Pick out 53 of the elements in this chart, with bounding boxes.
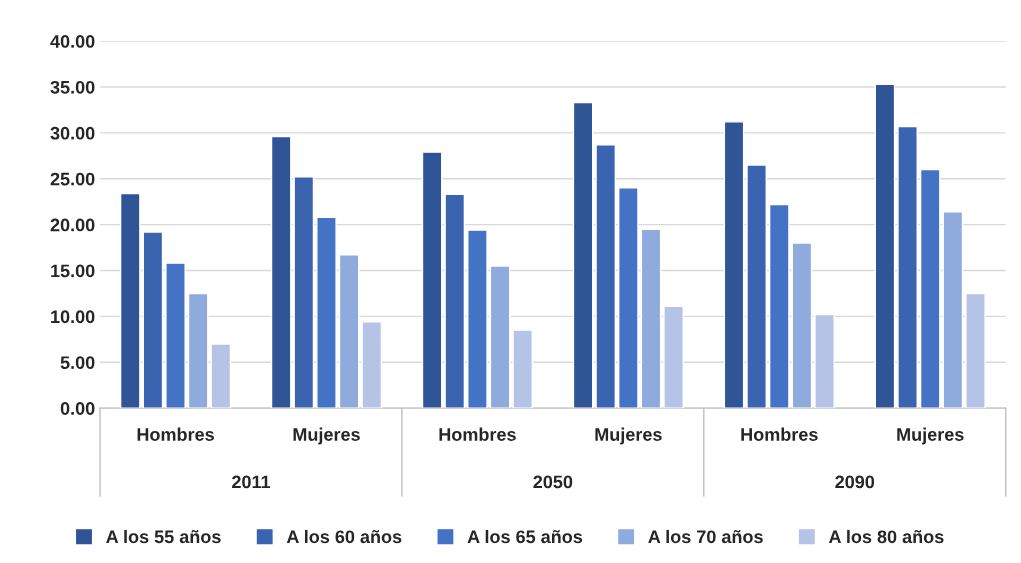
bar <box>444 193 466 409</box>
bar <box>595 144 617 409</box>
bar <box>165 262 186 409</box>
bar <box>142 231 164 409</box>
x-tick-label: Hombres <box>439 427 516 441</box>
text: 2050 <box>533 475 573 489</box>
legend-label: A los 60 años <box>286 529 402 544</box>
x-tick-label: Mujeres <box>595 427 662 445</box>
bar <box>316 216 337 409</box>
bar <box>618 187 639 409</box>
bar <box>663 305 684 409</box>
x-tick-label: Hombres <box>741 427 818 441</box>
legend-label: A los 55 años <box>106 529 221 544</box>
bar <box>489 265 511 409</box>
y-tick-label: 35.00 <box>50 80 95 94</box>
legend-label: A los 70 años <box>648 529 763 544</box>
legend-label: A los 80 años <box>828 529 944 544</box>
bar <box>467 229 488 409</box>
bar <box>338 254 360 409</box>
y-tick-label: 20.00 <box>50 218 95 232</box>
x-tick-label: Mujeres <box>293 427 360 445</box>
text: 2090 <box>835 475 875 489</box>
bar <box>640 228 662 409</box>
y-tick-label: 40.00 <box>50 35 95 48</box>
bar <box>361 321 383 409</box>
bar <box>897 125 918 409</box>
bar <box>942 211 964 409</box>
legend-label: A los 65 años <box>467 529 583 544</box>
bar <box>965 292 986 409</box>
text: 2011 <box>232 475 271 489</box>
bar <box>119 192 141 409</box>
bar <box>293 176 315 409</box>
bar <box>512 329 534 409</box>
y-tick-label: 25.00 <box>50 172 95 186</box>
bar <box>723 121 745 409</box>
bar <box>746 164 767 409</box>
bar <box>421 151 443 409</box>
bar <box>768 203 790 409</box>
bar <box>874 83 896 409</box>
bar <box>919 168 941 409</box>
y-tick-label: 10.00 <box>51 310 95 324</box>
bar <box>270 135 292 409</box>
bar <box>814 313 835 409</box>
y-tick-label: 30.00 <box>50 126 95 140</box>
x-tick-label: Mujeres <box>897 427 964 445</box>
bar <box>791 242 813 409</box>
x-tick-label: Hombres <box>137 427 214 441</box>
bar <box>210 343 232 409</box>
bar <box>187 292 209 409</box>
y-tick-label: 5.00 <box>60 356 95 370</box>
bar <box>572 101 594 409</box>
y-tick-label: 0.00 <box>60 402 95 415</box>
y-tick-label: 15.00 <box>51 264 95 278</box>
